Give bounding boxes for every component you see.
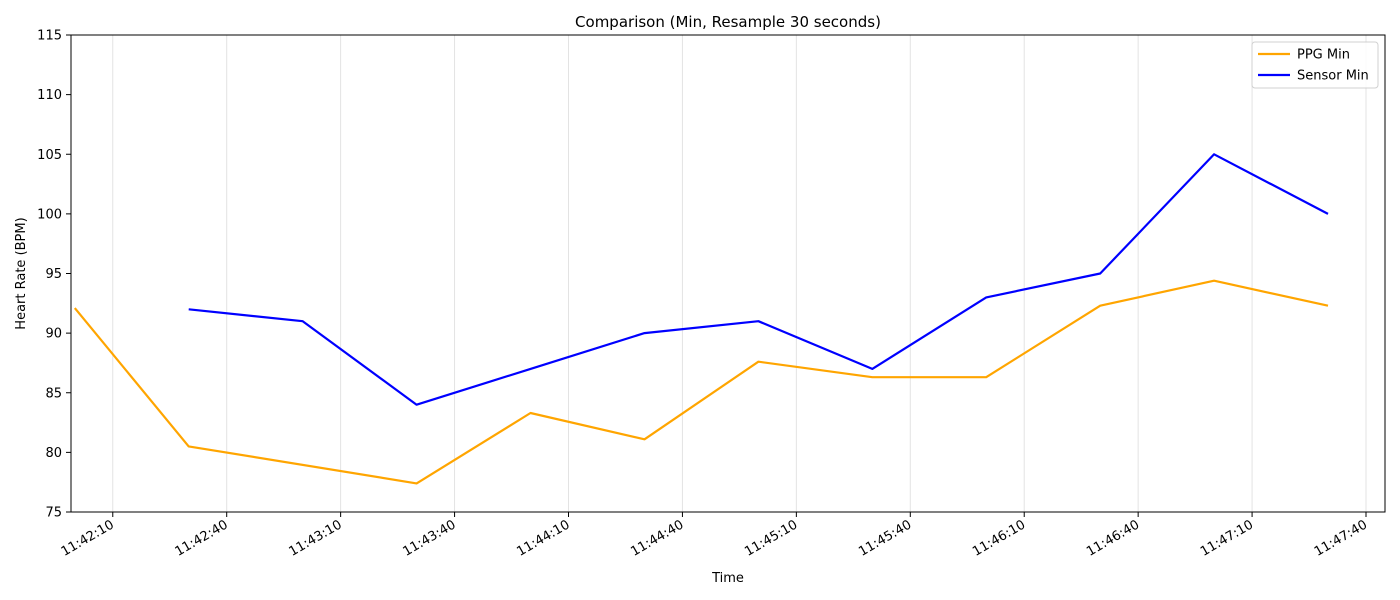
x-tick-label: 11:43:10 — [287, 517, 345, 559]
x-axis-ticks: 11:42:10 11:42:40 11:43:10 11:43:40 11:44:10… — [59, 512, 1370, 560]
x-tick-label: 11:45:10 — [742, 517, 800, 559]
y-tick-label: 110 — [37, 88, 62, 103]
y-tick-label: 75 — [45, 506, 62, 521]
x-tick-label: 11:45:40 — [856, 517, 914, 559]
y-tick-label: 80 — [45, 446, 62, 461]
legend-label: Sensor Min — [1297, 69, 1369, 84]
x-tick-label: 11:46:40 — [1084, 517, 1142, 559]
series-line-2 — [188, 153, 1329, 406]
x-tick-label: 11:42:40 — [173, 517, 231, 559]
y-tick-label: 85 — [45, 386, 62, 401]
x-gridlines — [112, 35, 1367, 512]
x-tick-label: 11:44:40 — [628, 517, 686, 559]
x-axis-label: Time — [711, 571, 744, 586]
y-tick-label: 100 — [37, 207, 62, 222]
x-tick-label: 11:47:40 — [1312, 517, 1370, 559]
x-tick-label: 11:43:40 — [400, 517, 458, 559]
series-layer — [73, 153, 1329, 485]
series-line-1 — [73, 279, 1329, 485]
y-tick-label: 90 — [45, 327, 62, 342]
y-tick-label: 115 — [37, 29, 62, 44]
x-tick-label: 11:44:10 — [514, 517, 572, 559]
y-axis-label: Heart Rate (BPM) — [14, 217, 29, 329]
y-tick-label: 105 — [37, 148, 62, 163]
legend: PPG Min Sensor Min — [1251, 41, 1379, 89]
x-tick-label: 11:42:10 — [59, 517, 117, 559]
x-tick-label: 11:46:10 — [970, 517, 1028, 559]
x-tick-label: 11:47:10 — [1198, 517, 1256, 559]
plot-frame — [70, 34, 1386, 513]
y-axis-ticks: 75 80 85 90 95 100 105 110 115 — [37, 29, 71, 521]
legend-label: PPG Min — [1297, 48, 1350, 63]
chart-title: Comparison (Min, Resample 30 seconds) — [575, 13, 881, 31]
y-tick-label: 95 — [45, 267, 62, 282]
